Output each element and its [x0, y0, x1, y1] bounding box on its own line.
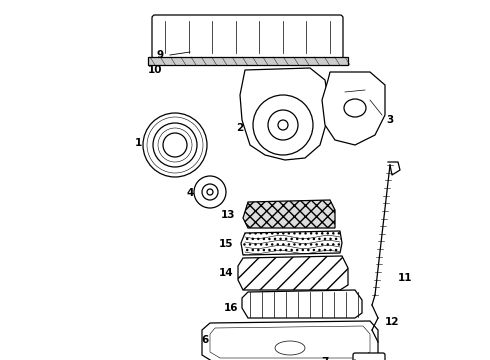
Ellipse shape	[275, 341, 305, 355]
Text: 2: 2	[236, 123, 244, 133]
Text: 3: 3	[387, 115, 393, 125]
FancyBboxPatch shape	[353, 353, 385, 360]
Polygon shape	[210, 326, 370, 358]
Text: 15: 15	[219, 239, 233, 249]
Text: 9: 9	[156, 50, 164, 60]
Text: 13: 13	[221, 210, 235, 220]
Text: 7: 7	[321, 357, 329, 360]
Text: 16: 16	[224, 303, 238, 313]
Polygon shape	[238, 256, 348, 290]
FancyBboxPatch shape	[152, 15, 343, 59]
Polygon shape	[241, 231, 342, 255]
Bar	[148, 57, 348, 65]
Polygon shape	[242, 290, 362, 318]
Text: 14: 14	[219, 268, 233, 278]
Polygon shape	[202, 321, 378, 360]
Polygon shape	[243, 200, 335, 228]
Polygon shape	[322, 72, 385, 145]
Ellipse shape	[344, 99, 366, 117]
Text: 4: 4	[186, 188, 194, 198]
Text: 12: 12	[385, 317, 399, 327]
Text: 10: 10	[148, 65, 162, 75]
Text: 6: 6	[201, 335, 209, 345]
Polygon shape	[240, 68, 330, 160]
Text: 1: 1	[134, 138, 142, 148]
Text: 11: 11	[398, 273, 412, 283]
